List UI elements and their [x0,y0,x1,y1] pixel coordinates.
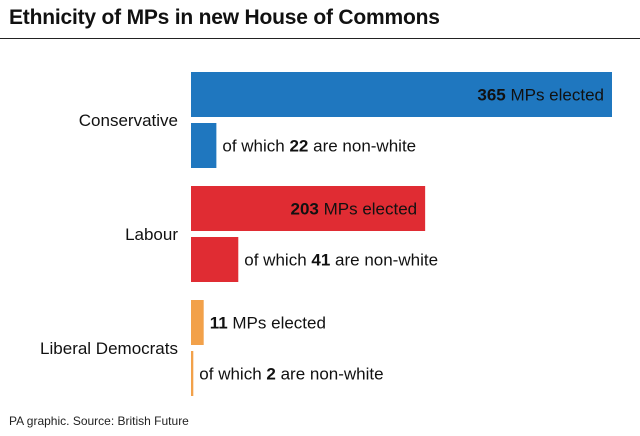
bar-conservative-non-white [191,123,217,168]
bar-conservative-total [191,72,612,117]
data-label-labour-non-white: of which 41 are non-white [244,251,438,270]
data-label-liberal-democrats-total: 11 MPs elected [210,314,326,333]
bar-liberal-democrats-non-white [191,351,194,396]
bar-chart: Conservative 365 MPs elected of which 22 a… [40,72,612,396]
source-note: PA graphic. Source: British Future [9,414,189,428]
bar-liberal-democrats-total [191,300,204,345]
title-divider [0,38,640,39]
chart-title: Ethnicity of MPs in new House of Commons [9,6,440,29]
bar-labour-total [191,186,426,231]
category-label-labour: Labour [125,225,178,244]
bar-labour-non-white [191,237,239,282]
category-label-conservative: Conservative [79,111,178,130]
category-label-liberal-democrats: Liberal Democrats [40,339,178,358]
data-label-labour-total: 203 MPs elected [291,200,418,219]
data-label-conservative-total: 365 MPs elected [477,86,604,105]
data-label-liberal-democrats-non-white: of which 2 are non-white [199,365,383,384]
data-label-conservative-non-white: of which 22 are non-white [222,137,416,156]
